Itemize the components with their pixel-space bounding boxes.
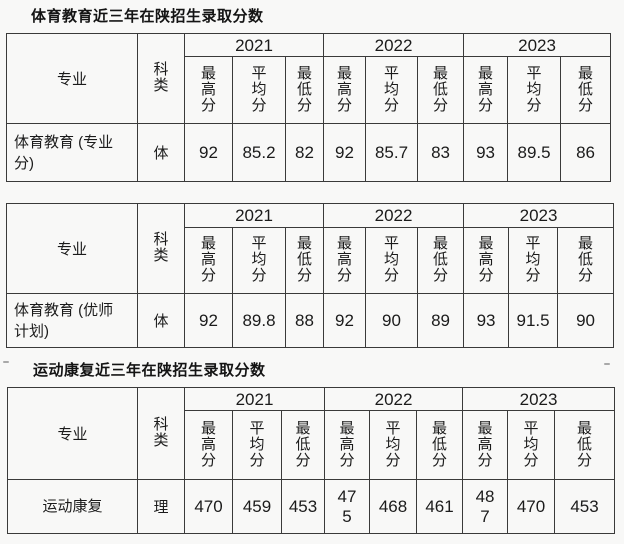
score-cell: 461 bbox=[416, 479, 464, 534]
stray-dash-mark bbox=[604, 363, 610, 365]
score-cell: 92 bbox=[323, 293, 367, 348]
metric-header-avg: 平 均 分 bbox=[507, 56, 562, 124]
table-1-title: 体育教育近三年在陕招生录取分数 bbox=[31, 8, 264, 25]
metric-header-max: 最 高 分 bbox=[184, 410, 233, 480]
score-cell: 88 bbox=[284, 293, 325, 348]
metric-header-min: 最 低 分 bbox=[557, 227, 615, 294]
score-cell: 90 bbox=[557, 293, 615, 348]
score-cell: 89.5 bbox=[507, 123, 562, 182]
year-header-2023: 2023 bbox=[463, 203, 615, 228]
score-cell: 83 bbox=[417, 123, 465, 182]
score-cell: 85.7 bbox=[365, 123, 419, 182]
table-3-title: 运动康复近三年在陕招生录取分数 bbox=[33, 362, 266, 379]
score-cell: 92 bbox=[323, 123, 367, 182]
table-row: 运动康复 理 470 459 453 47 5 468 461 48 7 470… bbox=[7, 479, 616, 534]
score-cell: 48 7 bbox=[462, 479, 509, 534]
year-header-2023: 2023 bbox=[463, 33, 612, 57]
metric-header-max: 最 高 分 bbox=[463, 56, 509, 124]
major-cell: 体育教育 (专业 分) bbox=[6, 123, 138, 182]
metric-header-max: 最 高 分 bbox=[323, 227, 367, 294]
metric-header-avg: 平 均 分 bbox=[232, 410, 282, 480]
score-cell: 92 bbox=[184, 293, 233, 348]
score-cell: 470 bbox=[184, 479, 233, 534]
category-column-header: 科 类 bbox=[137, 203, 185, 294]
metric-header-min: 最 低 分 bbox=[417, 56, 465, 124]
metric-header-max: 最 高 分 bbox=[462, 410, 509, 480]
major-cell: 体育教育 (优师 计划) bbox=[6, 293, 138, 348]
metric-header-min: 最 低 分 bbox=[560, 56, 612, 124]
category-column-header: 科 类 bbox=[137, 33, 185, 124]
metric-header-avg: 平 均 分 bbox=[232, 56, 286, 124]
metric-header-min: 最 低 分 bbox=[284, 56, 325, 124]
year-header-2022: 2022 bbox=[323, 33, 465, 57]
table-row: 体育教育 (专业 分) 体 92 85.2 82 92 85.7 83 93 8… bbox=[6, 123, 612, 182]
metric-header-min: 最 低 分 bbox=[554, 410, 616, 480]
metric-header-min: 最 低 分 bbox=[284, 227, 325, 294]
metric-header-avg: 平 均 分 bbox=[507, 410, 556, 480]
score-cell: 93 bbox=[463, 293, 510, 348]
metric-header-avg: 平 均 分 bbox=[365, 227, 419, 294]
category-cell: 体 bbox=[137, 293, 185, 348]
category-cell: 体 bbox=[137, 123, 185, 182]
score-cell: 92 bbox=[184, 123, 233, 182]
metric-header-avg: 平 均 分 bbox=[369, 410, 418, 480]
score-cell: 453 bbox=[280, 479, 326, 534]
major-column-header: 专业 bbox=[6, 33, 138, 124]
metric-header-max: 最 高 分 bbox=[323, 56, 367, 124]
year-header-2021: 2021 bbox=[183, 203, 325, 228]
score-cell: 453 bbox=[554, 479, 616, 534]
metric-header-min: 最 低 分 bbox=[280, 410, 326, 480]
metric-header-max: 最 高 分 bbox=[463, 227, 510, 294]
stray-dash-mark bbox=[3, 361, 9, 363]
sports-rehabilitation-score-table: 专业 科 类 2021 2022 2023 最 高 分 平 均 分 最 低 分 … bbox=[7, 387, 616, 534]
score-cell: 90 bbox=[365, 293, 419, 348]
metric-header-max: 最 高 分 bbox=[184, 227, 233, 294]
year-header-2022: 2022 bbox=[323, 203, 465, 228]
sports-education-youshi-score-table: 专业 科 类 2021 2022 2023 最 高 分 平 均 分 最 低 分 … bbox=[6, 203, 615, 348]
score-cell: 459 bbox=[232, 479, 282, 534]
score-cell: 91.5 bbox=[508, 293, 559, 348]
category-cell: 理 bbox=[137, 479, 185, 534]
year-header-2021: 2021 bbox=[183, 387, 326, 411]
score-cell: 47 5 bbox=[324, 479, 371, 534]
score-cell: 86 bbox=[560, 123, 612, 182]
table-row: 体育教育 (优师 计划) 体 92 89.8 88 92 90 89 93 91… bbox=[6, 293, 615, 348]
year-header-2022: 2022 bbox=[324, 387, 464, 411]
score-cell: 82 bbox=[284, 123, 325, 182]
score-cell: 468 bbox=[369, 479, 418, 534]
year-header-2023: 2023 bbox=[462, 387, 616, 411]
metric-header-max: 最 高 分 bbox=[324, 410, 371, 480]
score-cell: 470 bbox=[507, 479, 556, 534]
sports-education-major-score-table: 专业 科 类 2021 2022 2023 最 高 分 平 均 分 最 低 分 … bbox=[6, 33, 612, 182]
metric-header-avg: 平 均 分 bbox=[232, 227, 286, 294]
major-column-header: 专业 bbox=[7, 387, 138, 480]
category-column-header: 科 类 bbox=[137, 387, 185, 480]
year-header-2021: 2021 bbox=[183, 33, 325, 57]
score-cell: 93 bbox=[463, 123, 509, 182]
metric-header-min: 最 低 分 bbox=[416, 410, 464, 480]
score-cell: 89.8 bbox=[232, 293, 286, 348]
major-cell: 运动康复 bbox=[7, 479, 138, 534]
metric-header-min: 最 低 分 bbox=[417, 227, 465, 294]
score-cell: 85.2 bbox=[232, 123, 286, 182]
metric-header-avg: 平 均 分 bbox=[508, 227, 559, 294]
metric-header-max: 最 高 分 bbox=[184, 56, 233, 124]
major-column-header: 专业 bbox=[6, 203, 138, 294]
metric-header-avg: 平 均 分 bbox=[365, 56, 419, 124]
score-cell: 89 bbox=[417, 293, 465, 348]
